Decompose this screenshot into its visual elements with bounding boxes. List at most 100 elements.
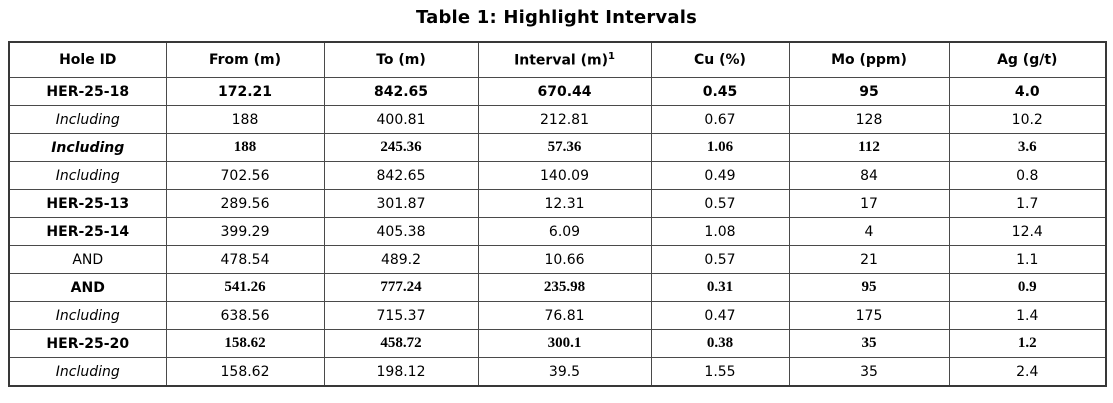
col-header-ag: Ag (g/t) (948, 41, 1107, 78)
col-header-interval: Interval (m)1 (477, 41, 652, 78)
mo-cell: 112 (788, 133, 950, 162)
cu-cell: 0.57 (650, 245, 790, 274)
cu-cell: 0.57 (650, 189, 790, 218)
from-cell: 158.62 (165, 329, 325, 358)
interval-cell: 10.66 (477, 245, 652, 274)
to-cell: 301.87 (323, 189, 479, 218)
interval-cell: 140.09 (477, 161, 652, 190)
to-cell: 400.81 (323, 105, 479, 134)
from-cell: 158.62 (165, 357, 325, 387)
to-cell: 842.65 (323, 77, 479, 106)
cu-cell: 0.49 (650, 161, 790, 190)
table-title: Table 1: Highlight Intervals (415, 7, 698, 28)
ag-cell: 0.8 (948, 161, 1107, 190)
interval-cell: 300.1 (477, 329, 652, 358)
ag-cell: 1.4 (948, 301, 1107, 330)
to-cell: 245.36 (323, 133, 479, 162)
to-cell: 198.12 (323, 357, 479, 387)
interval-cell: 235.98 (477, 273, 652, 302)
hole-id-cell: Including (8, 133, 167, 162)
to-cell: 777.24 (323, 273, 479, 302)
table-row: Including 638.56 715.37 76.81 0.47 175 1… (8, 301, 1107, 330)
mo-cell: 175 (788, 301, 950, 330)
col-header-to: To (m) (323, 41, 479, 78)
col-header-mo: Mo (ppm) (788, 41, 950, 78)
from-cell: 478.54 (165, 245, 325, 274)
table-row: Including 702.56 842.65 140.09 0.49 84 0… (8, 161, 1107, 190)
interval-cell: 212.81 (477, 105, 652, 134)
hole-id-cell: HER-25-18 (8, 77, 167, 106)
hole-id-cell: HER-25-14 (8, 217, 167, 246)
table-row: Including 188 400.81 212.81 0.67 128 10.… (8, 105, 1107, 134)
ag-cell: 10.2 (948, 105, 1107, 134)
hole-id-cell: Including (8, 105, 167, 134)
hole-id-cell: HER-25-20 (8, 329, 167, 358)
table-row: HER-25-14 399.29 405.38 6.09 1.08 4 12.4 (8, 217, 1107, 246)
table-row: HER-25-20 158.62 458.72 300.1 0.38 35 1.… (8, 329, 1107, 358)
hole-id-cell: AND (8, 273, 167, 302)
from-cell: 541.26 (165, 273, 325, 302)
from-cell: 188 (165, 105, 325, 134)
interval-cell: 6.09 (477, 217, 652, 246)
from-cell: 172.21 (165, 77, 325, 106)
mo-cell: 95 (788, 273, 950, 302)
interval-header-label: Interval (m) (514, 52, 608, 69)
hole-id-cell: Including (8, 301, 167, 330)
table-row: Including 158.62 198.12 39.5 1.55 35 2.4 (8, 357, 1107, 387)
table-row: AND 541.26 777.24 235.98 0.31 95 0.9 (8, 273, 1107, 302)
document-body: Table 1: Highlight Intervals Hole ID Fro… (8, 7, 1107, 387)
footnote-marker: 1 (607, 51, 615, 63)
cu-cell: 0.31 (650, 273, 790, 302)
to-cell: 405.38 (323, 217, 479, 246)
hole-id-cell: AND (8, 245, 167, 274)
mo-cell: 21 (788, 245, 950, 274)
cu-cell: 0.45 (650, 77, 790, 106)
ag-cell: 1.2 (948, 329, 1107, 358)
mo-cell: 95 (788, 77, 950, 106)
interval-cell: 39.5 (477, 357, 652, 387)
col-header-cu: Cu (%) (650, 41, 790, 78)
cu-cell: 0.38 (650, 329, 790, 358)
ag-cell: 1.7 (948, 189, 1107, 218)
from-cell: 289.56 (165, 189, 325, 218)
cu-cell: 1.08 (650, 217, 790, 246)
table-row: HER-25-18 172.21 842.65 670.44 0.45 95 4… (8, 77, 1107, 106)
mo-cell: 84 (788, 161, 950, 190)
mo-cell: 35 (788, 329, 950, 358)
interval-cell: 12.31 (477, 189, 652, 218)
highlight-intervals-table: Hole ID From (m) To (m) Interval (m)1 Cu… (8, 41, 1107, 387)
mo-cell: 35 (788, 357, 950, 387)
mo-cell: 4 (788, 217, 950, 246)
ag-cell: 3.6 (948, 133, 1107, 162)
to-cell: 715.37 (323, 301, 479, 330)
from-cell: 702.56 (165, 161, 325, 190)
col-header-from: From (m) (165, 41, 325, 78)
mo-cell: 17 (788, 189, 950, 218)
interval-cell: 670.44 (477, 77, 652, 106)
interval-cell: 76.81 (477, 301, 652, 330)
table-row: AND 478.54 489.2 10.66 0.57 21 1.1 (8, 245, 1107, 274)
table-row: Including 188 245.36 57.36 1.06 112 3.6 (8, 133, 1107, 162)
to-cell: 458.72 (323, 329, 479, 358)
hole-id-cell: Including (8, 161, 167, 190)
ag-cell: 0.9 (948, 273, 1107, 302)
to-cell: 842.65 (323, 161, 479, 190)
ag-cell: 12.4 (948, 217, 1107, 246)
ag-cell: 2.4 (948, 357, 1107, 387)
from-cell: 399.29 (165, 217, 325, 246)
ag-cell: 1.1 (948, 245, 1107, 274)
hole-id-cell: HER-25-13 (8, 189, 167, 218)
from-cell: 188 (165, 133, 325, 162)
cu-cell: 0.47 (650, 301, 790, 330)
mo-cell: 128 (788, 105, 950, 134)
cu-cell: 0.67 (650, 105, 790, 134)
hole-id-cell: Including (8, 357, 167, 387)
cu-cell: 1.55 (650, 357, 790, 387)
col-header-hole-id: Hole ID (8, 41, 167, 78)
from-cell: 638.56 (165, 301, 325, 330)
cu-cell: 1.06 (650, 133, 790, 162)
table-row: HER-25-13 289.56 301.87 12.31 0.57 17 1.… (8, 189, 1107, 218)
header-row: Hole ID From (m) To (m) Interval (m)1 Cu… (8, 41, 1107, 78)
ag-cell: 4.0 (948, 77, 1107, 106)
